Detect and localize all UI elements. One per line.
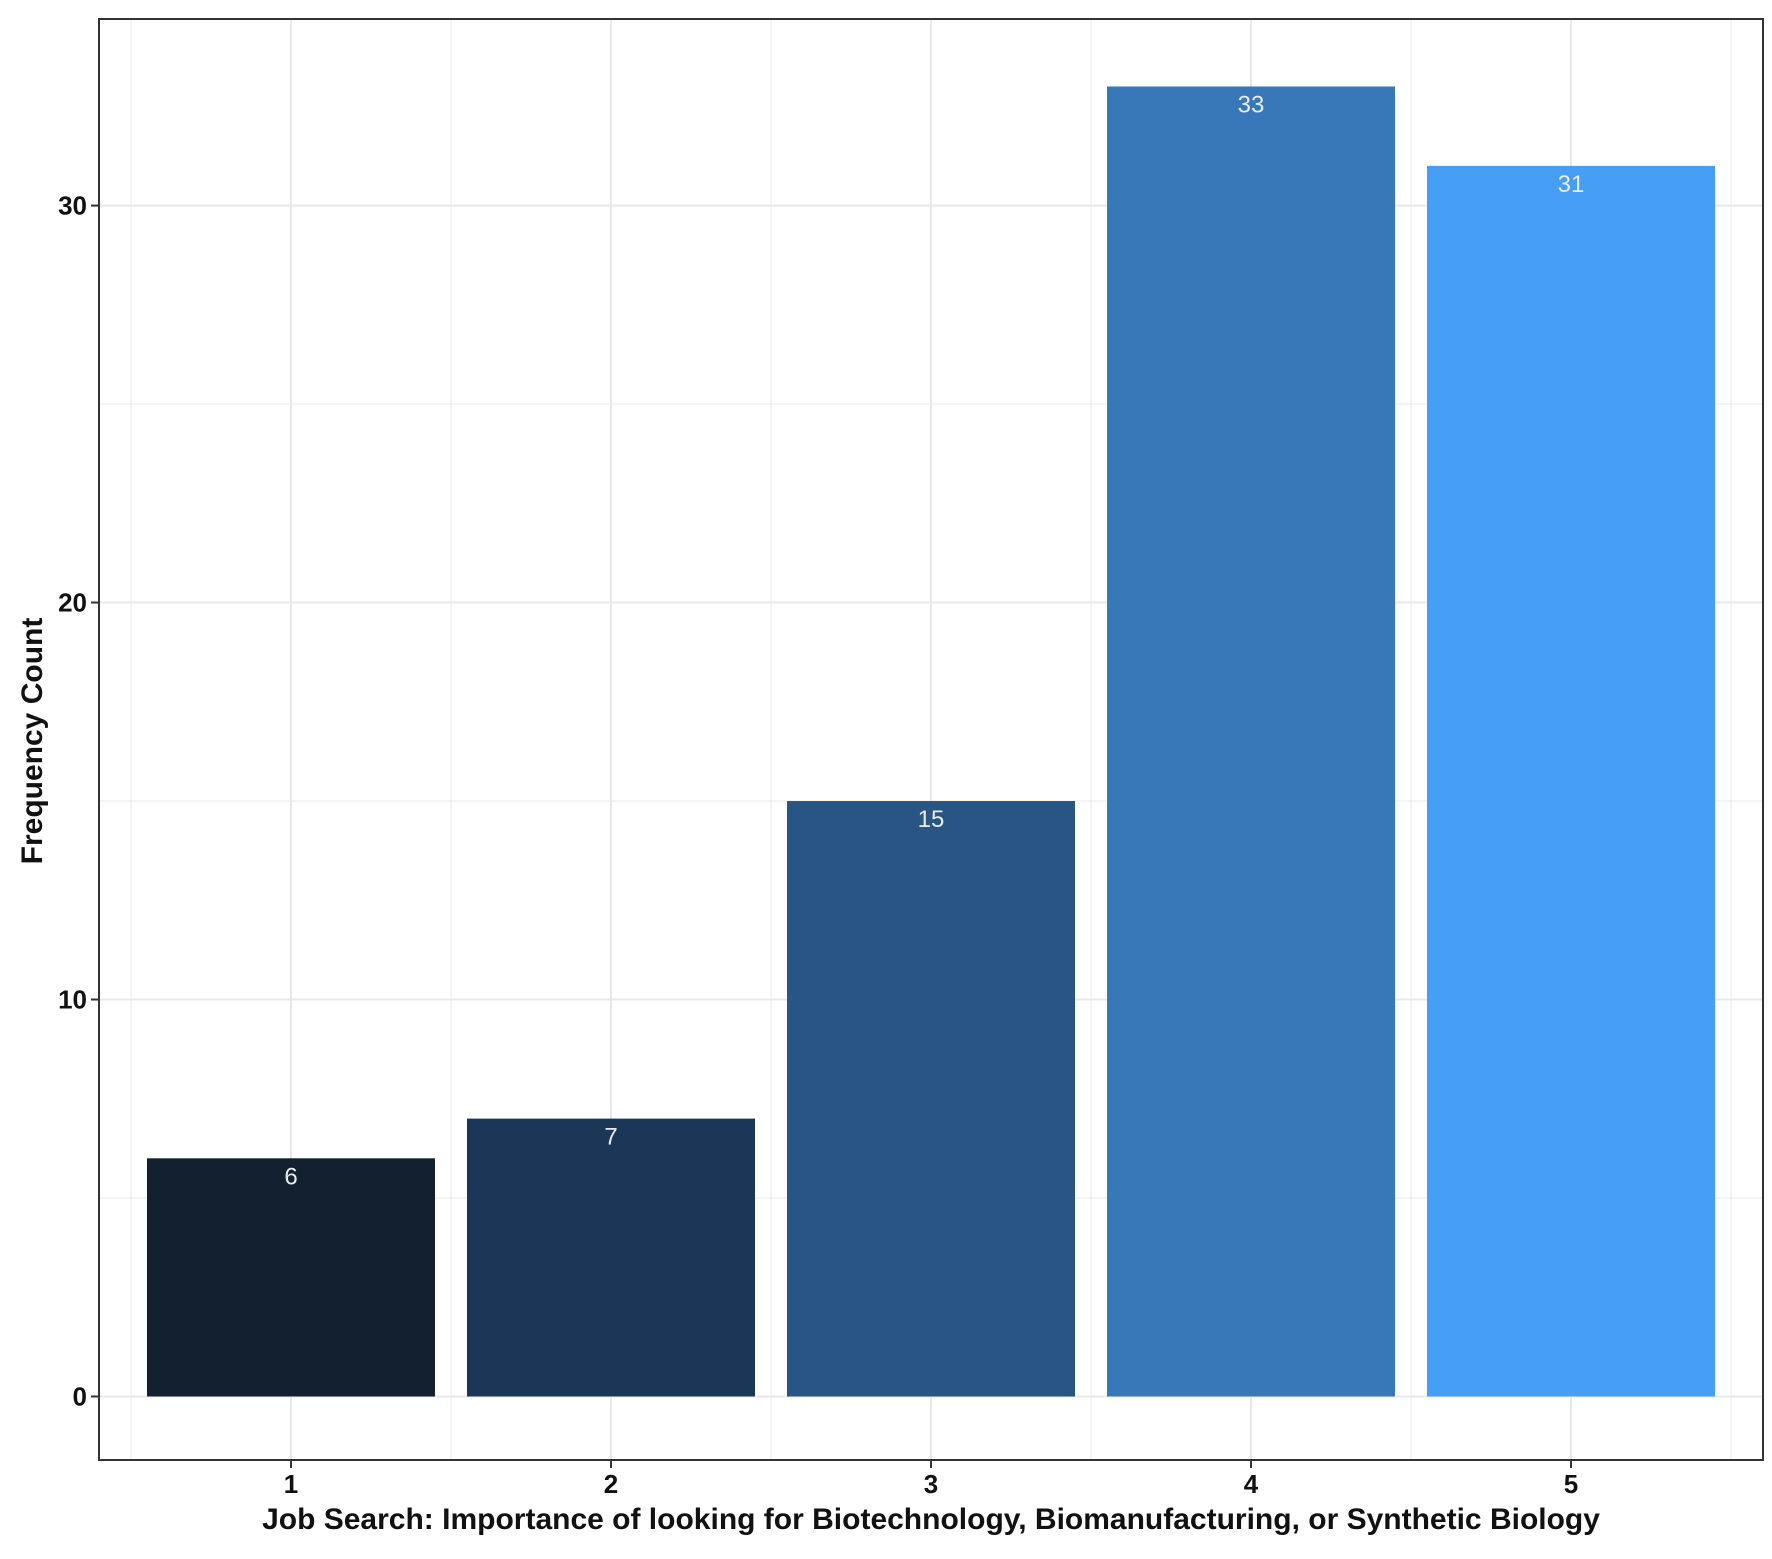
bar-label-3: 15: [918, 806, 945, 833]
bars-group: [147, 86, 1715, 1397]
x-tick-label: 5: [1564, 1469, 1578, 1499]
y-tick-label: 10: [58, 985, 87, 1015]
bar-1: [147, 1158, 435, 1397]
y-axis: 0 10 20 30: [58, 191, 99, 1411]
bar-label-5: 31: [1558, 171, 1585, 198]
bar-3: [787, 801, 1075, 1397]
x-tick-label: 3: [924, 1469, 938, 1499]
bar-label-4: 33: [1238, 91, 1265, 118]
bar-5: [1427, 165, 1715, 1397]
x-axis-title: Job Search: Importance of looking for Bi…: [262, 1503, 1600, 1536]
bar-labels-group: 6 7 15 33 31: [284, 91, 1584, 1190]
y-tick-label: 30: [58, 191, 87, 221]
bar-4: [1107, 86, 1395, 1397]
x-tick-label: 1: [284, 1469, 298, 1499]
y-axis-title: Frequency Count: [16, 618, 49, 865]
x-tick-label: 2: [604, 1469, 618, 1499]
y-tick-label: 20: [58, 588, 87, 618]
x-axis: 1 2 3 4 5: [284, 1460, 1578, 1499]
y-tick-label: 0: [73, 1381, 87, 1411]
bar-label-1: 6: [284, 1163, 297, 1190]
x-tick-label: 4: [1244, 1469, 1259, 1499]
bar-2: [467, 1118, 755, 1397]
bar-label-2: 7: [604, 1124, 617, 1151]
